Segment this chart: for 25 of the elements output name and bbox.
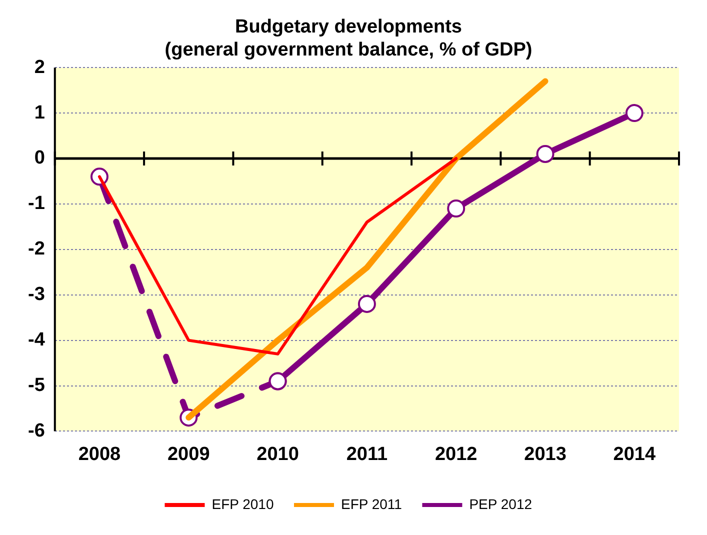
- y-tick-label: -4: [28, 330, 46, 351]
- y-tick-label: -2: [28, 238, 45, 260]
- x-tick-label: 2008: [78, 444, 121, 465]
- y-tick-label: -6: [28, 420, 45, 442]
- y-tick-label: -3: [28, 284, 45, 306]
- y-tick-label: 0: [34, 148, 45, 169]
- point: [268, 372, 287, 390]
- x-tick-label: 2013: [524, 444, 566, 465]
- point: [536, 144, 554, 163]
- point: [625, 104, 644, 122]
- y-tick-label: -1: [28, 193, 46, 214]
- y-tick-label: -5: [28, 374, 46, 396]
- x-tick-label: 2010: [256, 444, 299, 465]
- point: [358, 294, 376, 313]
- legend-label: PEP 2012: [469, 496, 532, 512]
- chart-title: Budgetary developments (general government balance, % of GDP): [164, 16, 532, 60]
- x-tick-label: 2014: [613, 444, 656, 465]
- legend-label: EFP 2010: [212, 496, 274, 512]
- y-tick-label: 1: [34, 102, 46, 124]
- point: [447, 199, 466, 218]
- legend-label: EFP 2011: [340, 496, 402, 512]
- x-tick-label: 2012: [434, 444, 478, 465]
- y-tick-label: 2: [34, 56, 45, 78]
- x-tick-label: 2009: [167, 444, 210, 465]
- x-tick-label: 2011: [346, 444, 388, 465]
